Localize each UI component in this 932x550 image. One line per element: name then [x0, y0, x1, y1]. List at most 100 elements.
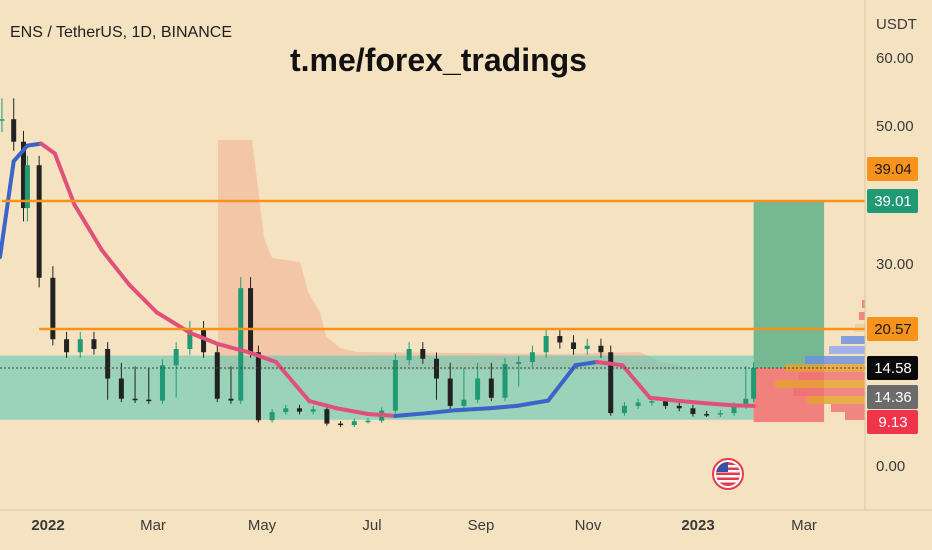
time-tick-label: May [248, 517, 277, 534]
candle [584, 338, 590, 355]
us-flag-icon[interactable] [712, 458, 744, 490]
candle [635, 398, 641, 409]
candle [91, 331, 97, 355]
candle [228, 366, 234, 404]
moving-average-segment [99, 248, 132, 287]
volume-profile-bar [805, 356, 865, 364]
time-tick-label: 2022 [31, 517, 64, 534]
moving-average-segment [215, 341, 251, 355]
moving-average-segment [307, 399, 339, 411]
candle [676, 402, 682, 412]
candle [105, 342, 111, 400]
svg-text:14.58: 14.58 [874, 360, 912, 377]
candle [132, 366, 138, 403]
candle [248, 277, 254, 358]
volume-profile-bar [831, 404, 865, 412]
moving-average-segment [487, 403, 519, 411]
candle [502, 358, 508, 402]
candle [159, 359, 165, 404]
moving-average-segment [546, 363, 578, 403]
candle [255, 345, 261, 423]
support-zone[interactable] [0, 355, 754, 420]
price-tick-label: 0.00 [876, 458, 905, 475]
candle [36, 155, 42, 288]
moving-average-segment [647, 395, 684, 404]
price-axis-label: 14.36 [867, 385, 918, 409]
candle [516, 355, 522, 387]
symbol-title[interactable]: ENS / TetherUS, 1D, BINANCE [10, 24, 232, 41]
time-tick-label: 2023 [681, 517, 714, 534]
moving-average-segment [25, 141, 44, 148]
volume-profile-bar [859, 312, 865, 320]
volume-profile-bar [862, 300, 865, 308]
price-axis-label: 14.58 [867, 356, 918, 380]
candle [447, 362, 453, 409]
volume-profile-bar [807, 396, 865, 404]
price-tick-label: 30.00 [876, 256, 914, 273]
moving-average-segment [426, 408, 459, 416]
moving-average-segment [127, 282, 159, 315]
candle [324, 405, 330, 426]
candle [704, 410, 710, 418]
candle [690, 404, 696, 417]
moving-average-segment [679, 399, 711, 406]
volume-profile-bar [845, 412, 865, 420]
supply-cloud [218, 140, 700, 370]
candle [434, 352, 440, 400]
time-tick-label: Mar [140, 517, 166, 534]
candle [338, 421, 344, 428]
candle [310, 405, 316, 415]
candle [173, 342, 179, 398]
time-tick-label: Sep [468, 517, 495, 534]
candle [11, 98, 17, 151]
candle [118, 362, 124, 403]
candle [717, 409, 723, 418]
moving-average-segment [52, 151, 77, 207]
price-axis-label: 20.57 [867, 317, 918, 341]
volume-profile-bar [799, 372, 865, 380]
candle [406, 342, 412, 366]
moving-average-segment [246, 350, 278, 365]
price-tick-label: 60.00 [876, 50, 914, 67]
candle [598, 338, 604, 358]
long-position-target[interactable] [753, 201, 825, 368]
candle [214, 345, 220, 403]
candle [743, 366, 749, 409]
moving-average-segment [366, 412, 398, 418]
price-tick-label: 50.00 [876, 118, 914, 135]
candle [461, 367, 467, 409]
candle [351, 418, 357, 428]
moving-average-segment [334, 406, 370, 417]
candle [557, 328, 563, 349]
candle [529, 345, 535, 368]
svg-text:39.04: 39.04 [874, 161, 912, 178]
moving-average-segment [274, 360, 312, 404]
moving-average-segment [187, 330, 220, 346]
candle [543, 328, 549, 358]
candle [488, 362, 494, 402]
candle [146, 367, 152, 404]
candle [50, 266, 56, 346]
moving-average-segment [11, 143, 30, 164]
price-axis-label: 9.13 [867, 410, 918, 434]
watermark-text: t.me/forex_tradings [290, 42, 587, 78]
svg-text:14.36: 14.36 [874, 389, 912, 406]
candle [24, 155, 30, 222]
candle [420, 342, 426, 364]
volume-profile-bar [775, 380, 865, 388]
candle [238, 277, 244, 404]
moving-average-segment [573, 360, 600, 368]
moving-average-segment [454, 406, 492, 413]
candle [475, 362, 481, 403]
volume-profile-bar [793, 388, 865, 396]
candle [296, 404, 302, 415]
svg-text:39.01: 39.01 [874, 193, 912, 210]
svg-text:20.57: 20.57 [874, 321, 912, 338]
svg-text:9.13: 9.13 [878, 414, 907, 431]
currency-label: USDT [876, 16, 917, 33]
candle [751, 362, 757, 403]
moving-average-segment [39, 141, 57, 156]
moving-average-segment [393, 411, 431, 418]
candle [20, 130, 26, 222]
